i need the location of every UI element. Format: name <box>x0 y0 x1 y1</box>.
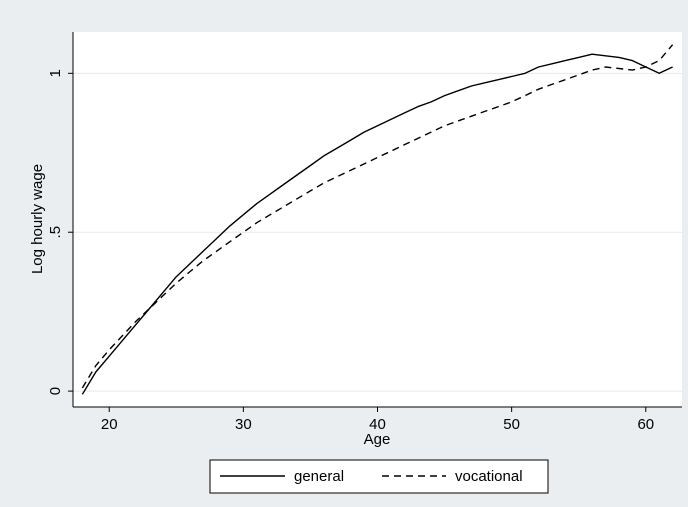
legend-label-vocational: vocational <box>455 468 523 485</box>
gridlines <box>73 72 682 392</box>
x-tick-label: 60 <box>637 416 654 433</box>
y-axis-title: Log hourly wage <box>29 164 46 274</box>
legend-label-general: general <box>294 468 344 485</box>
y-tick-label: 1 <box>47 69 64 77</box>
series-group <box>81 44 674 395</box>
x-tick-label: 50 <box>503 416 520 433</box>
x-tick-label: 30 <box>235 416 252 433</box>
y-tick-label: .5 <box>47 226 64 239</box>
x-axis: 20 30 40 50 60 <box>73 406 682 433</box>
x-axis-title: Age <box>364 431 391 448</box>
legend: general vocational <box>209 459 549 494</box>
series-line-general <box>81 53 673 395</box>
series-line-vocational <box>81 44 674 389</box>
y-axis: 0.51 <box>47 32 74 407</box>
plot-area <box>73 32 682 407</box>
x-tick-label: 40 <box>369 416 386 433</box>
x-tick-label: 20 <box>101 416 118 433</box>
y-tick-label: 0 <box>47 387 64 395</box>
